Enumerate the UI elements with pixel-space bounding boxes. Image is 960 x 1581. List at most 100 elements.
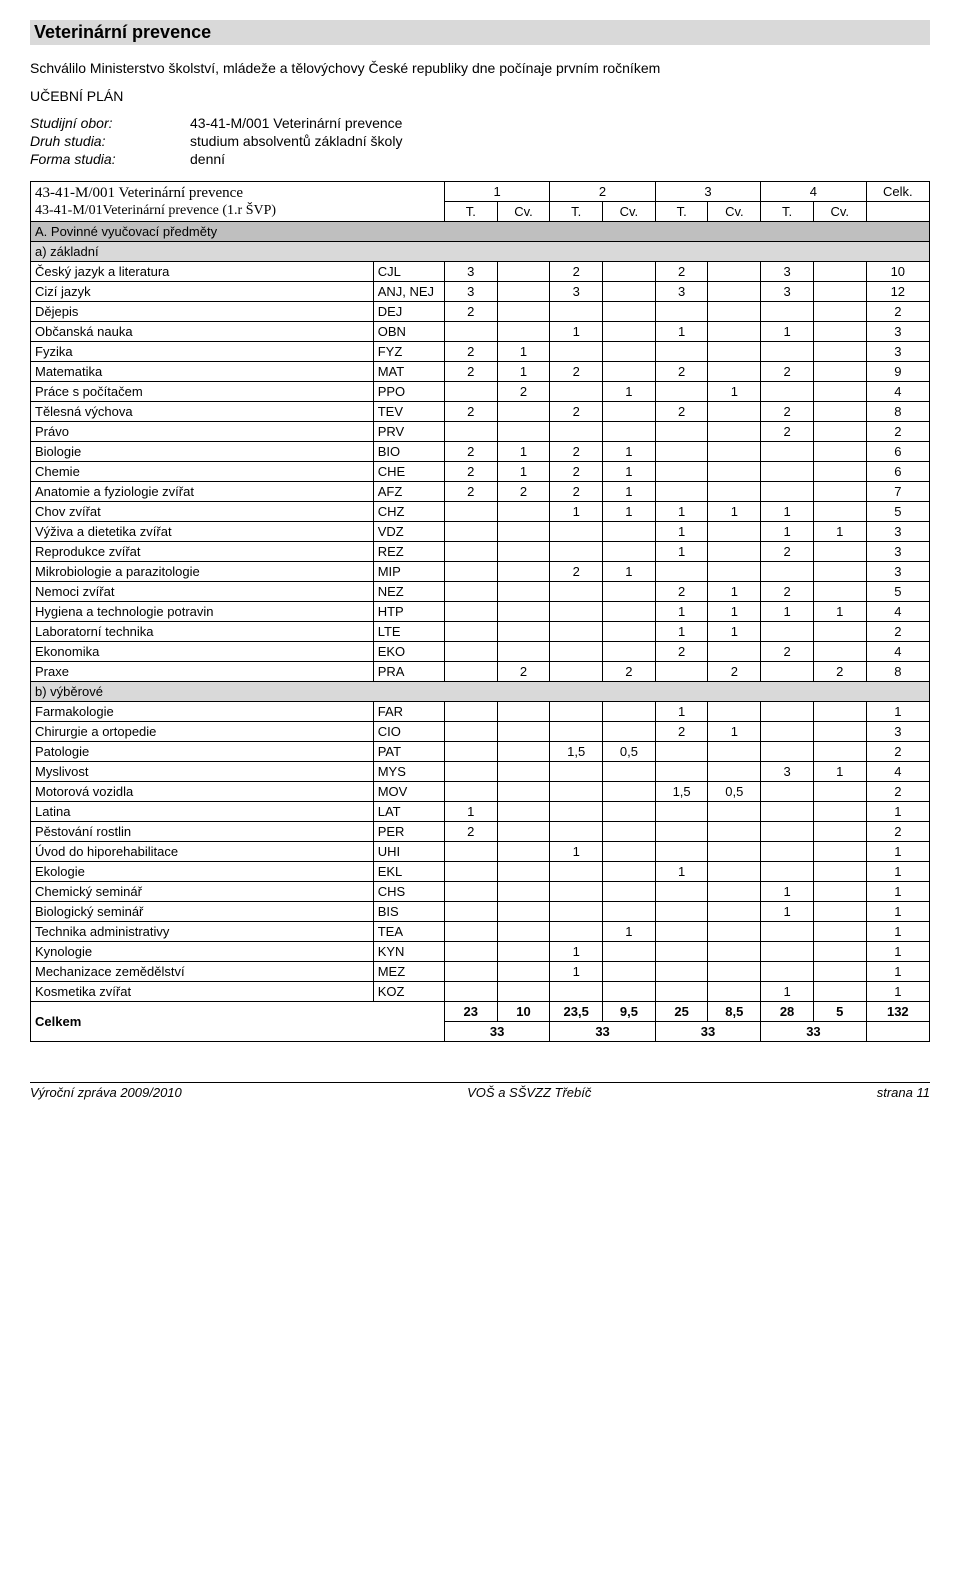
row-cell: 1 (813, 522, 866, 542)
row-cell: 2 (550, 482, 603, 502)
row-cell (761, 862, 814, 882)
row-cell: 1 (761, 322, 814, 342)
table-row: Chirurgie a ortopedieCIO213 (31, 722, 930, 742)
row-cell (708, 882, 761, 902)
row-cell: 0,5 (603, 742, 656, 762)
row-cell (655, 302, 708, 322)
row-name: Myslivost (31, 762, 374, 782)
row-cell (813, 582, 866, 602)
row-cell: 1 (866, 922, 929, 942)
row-cell (550, 302, 603, 322)
row-cell: 1 (866, 802, 929, 822)
totals1-cell: 23,5 (550, 1002, 603, 1022)
row-cell: 2 (655, 262, 708, 282)
row-cell (550, 422, 603, 442)
row-cell (444, 942, 497, 962)
row-cell (761, 802, 814, 822)
row-code: MAT (373, 362, 444, 382)
row-cell (761, 942, 814, 962)
row-code: LAT (373, 802, 444, 822)
row-code: EKO (373, 642, 444, 662)
row-cell (655, 482, 708, 502)
row-name: Český jazyk a literatura (31, 262, 374, 282)
totals1-cell: 9,5 (603, 1002, 656, 1022)
row-cell: 1 (655, 622, 708, 642)
row-cell (813, 482, 866, 502)
row-cell: 2 (444, 822, 497, 842)
row-cell (603, 702, 656, 722)
row-code: PAT (373, 742, 444, 762)
row-code: CIO (373, 722, 444, 742)
row-cell (655, 962, 708, 982)
row-cell (761, 922, 814, 942)
row-cell (603, 842, 656, 862)
row-cell: 8 (866, 402, 929, 422)
meta-row-druh: Druh studia: studium absolventů základní… (30, 133, 930, 149)
row-cell (708, 562, 761, 582)
row-cell (813, 302, 866, 322)
hdr2-col-6: T. (761, 202, 814, 222)
table-row: Tělesná výchovaTEV22228 (31, 402, 930, 422)
row-cell: 3 (866, 542, 929, 562)
table-row: KynologieKYN11 (31, 942, 930, 962)
row-cell (708, 302, 761, 322)
table-row: PraxePRA22228 (31, 662, 930, 682)
totals2-cell: 33 (444, 1022, 549, 1042)
row-cell (603, 902, 656, 922)
row-cell: 1 (655, 542, 708, 562)
row-cell: 2 (708, 662, 761, 682)
subsection-b-label: b) výběrové (31, 682, 930, 702)
intro-block: Schválilo Ministerstvo školství, mládeže… (30, 59, 930, 167)
row-cell (603, 942, 656, 962)
row-cell (444, 922, 497, 942)
row-cell: 4 (866, 642, 929, 662)
table-row: Český jazyk a literaturaCJL322310 (31, 262, 930, 282)
row-cell (655, 762, 708, 782)
row-cell (497, 942, 550, 962)
table-row: Cizí jazykANJ, NEJ333312 (31, 282, 930, 302)
row-name: Laboratorní technika (31, 622, 374, 642)
row-cell: 8 (866, 662, 929, 682)
table-row: Pěstování rostlinPER22 (31, 822, 930, 842)
row-cell (708, 802, 761, 822)
row-cell (444, 542, 497, 562)
row-cell (603, 582, 656, 602)
row-cell: 3 (655, 282, 708, 302)
hdr2-col-3: Cv. (603, 202, 656, 222)
row-cell (550, 862, 603, 882)
row-cell (761, 382, 814, 402)
row-cell: 2 (866, 782, 929, 802)
row-cell: 4 (866, 762, 929, 782)
row-cell (708, 422, 761, 442)
table-row: Nemoci zvířatNEZ2125 (31, 582, 930, 602)
row-cell (497, 902, 550, 922)
row-cell (708, 342, 761, 362)
row-cell: 2 (655, 642, 708, 662)
row-cell (708, 902, 761, 922)
row-cell (813, 742, 866, 762)
row-cell (603, 342, 656, 362)
row-code: PER (373, 822, 444, 842)
row-cell: 1 (497, 362, 550, 382)
row-cell: 1 (761, 522, 814, 542)
table-row: FarmakologieFAR11 (31, 702, 930, 722)
row-cell (813, 442, 866, 462)
row-cell (708, 982, 761, 1002)
row-cell (813, 642, 866, 662)
row-cell (550, 922, 603, 942)
row-cell: 1 (761, 502, 814, 522)
row-cell: 3 (866, 522, 929, 542)
row-cell (813, 822, 866, 842)
row-cell: 1 (603, 462, 656, 482)
totals2-cell: 33 (550, 1022, 655, 1042)
plan-heading: UČEBNÍ PLÁN (30, 87, 930, 105)
row-cell: 2 (444, 302, 497, 322)
row-cell (444, 322, 497, 342)
row-cell (813, 962, 866, 982)
table-row: Občanská naukaOBN1113 (31, 322, 930, 342)
row-name: Chov zvířat (31, 502, 374, 522)
row-cell (813, 282, 866, 302)
row-cell: 3 (761, 262, 814, 282)
row-cell (813, 862, 866, 882)
row-cell (603, 322, 656, 342)
